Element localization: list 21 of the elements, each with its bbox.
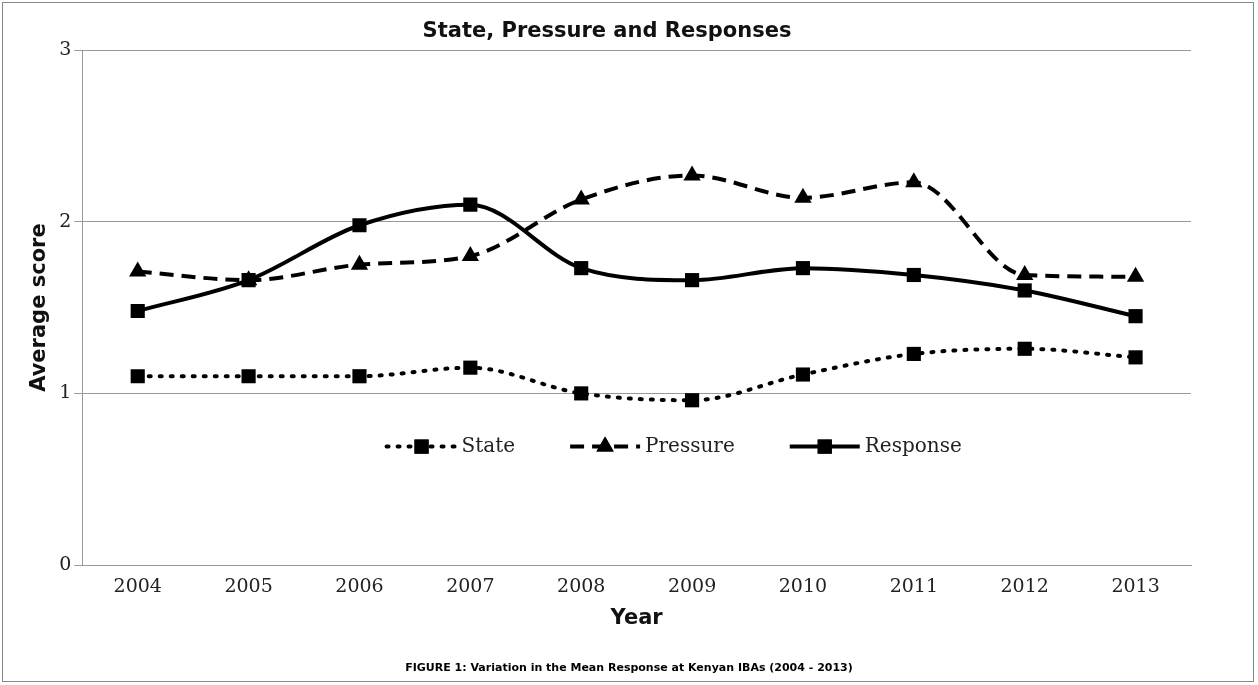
x-tick-label: 2007 xyxy=(446,574,495,597)
legend-label: Pressure xyxy=(645,432,735,457)
chart-title: State, Pressure and Responses xyxy=(422,18,792,43)
legend-label: Response xyxy=(864,432,962,457)
x-tick-label: 2008 xyxy=(557,574,606,597)
y-axis-title: Average score xyxy=(26,223,51,392)
y-tick-label: 1 xyxy=(59,380,72,403)
legend-label: State xyxy=(461,432,516,457)
x-tick-label: 2009 xyxy=(667,574,717,597)
x-tick-label: 2005 xyxy=(224,574,273,597)
x-tick-label: 2013 xyxy=(1111,574,1160,597)
x-tick-label: 2006 xyxy=(335,574,384,597)
x-tick-label: 2004 xyxy=(113,574,162,597)
x-tick-label: 2012 xyxy=(1000,574,1049,597)
y-tick-label: 2 xyxy=(59,208,72,231)
x-tick-label: 2010 xyxy=(778,574,828,597)
y-tick-label: 0 xyxy=(59,551,72,574)
caption: FIGURE 1: Variation in the Mean Response at Kenyan IBAs (2004 - 2013) xyxy=(404,661,854,674)
x-tick-label: 2011 xyxy=(889,574,938,597)
x-axis-title: Year xyxy=(609,604,664,629)
y-tick-label: 3 xyxy=(59,37,72,60)
